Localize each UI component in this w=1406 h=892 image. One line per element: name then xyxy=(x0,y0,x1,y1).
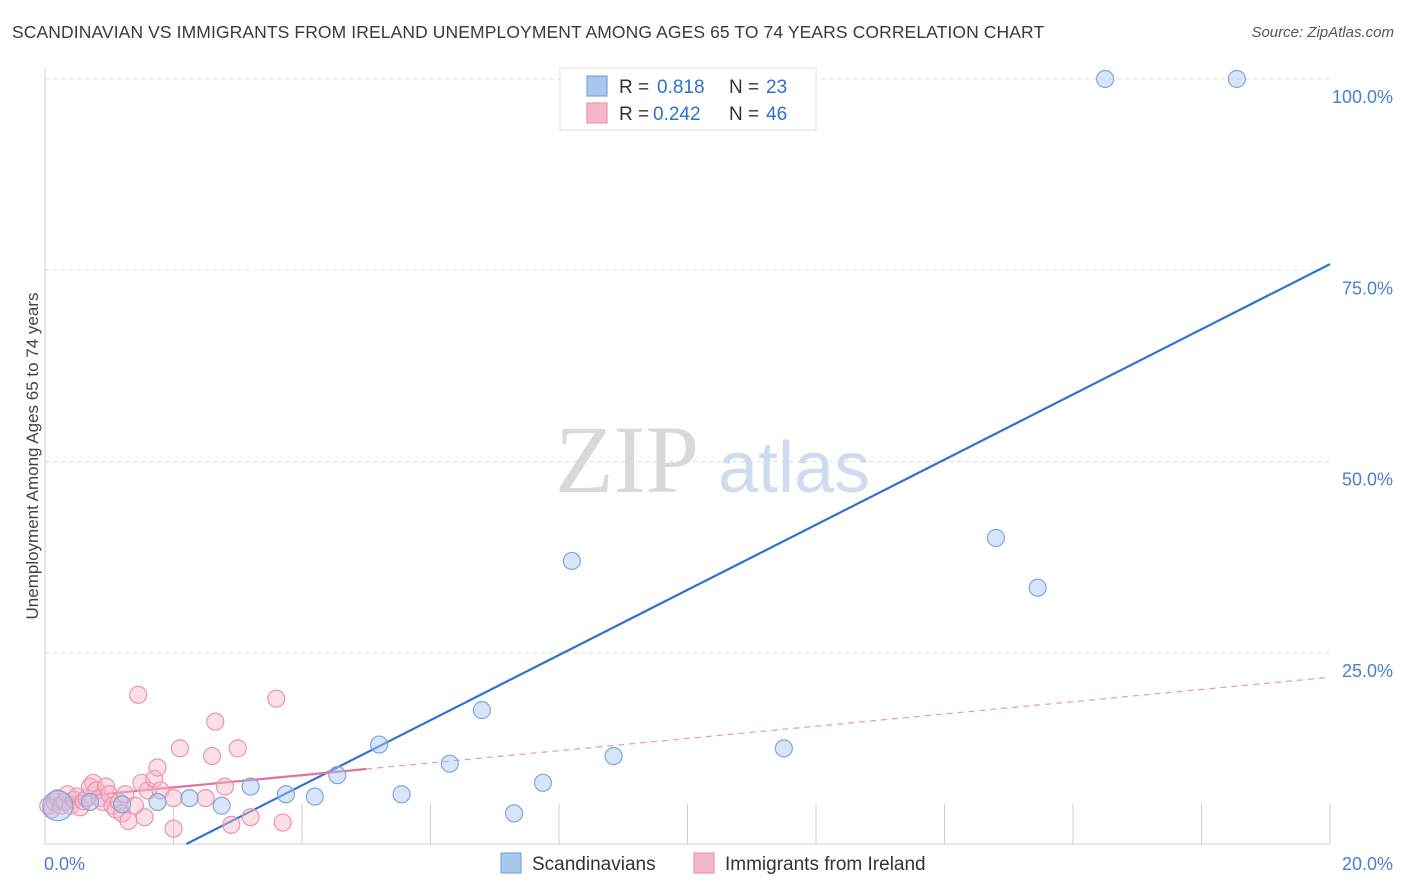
bottom-legend-swatch-ireland xyxy=(693,852,715,874)
ireland-point xyxy=(164,819,183,838)
scandinavian-point xyxy=(370,735,389,754)
ireland-point xyxy=(148,758,167,777)
scandinavian-point xyxy=(392,785,411,804)
scandinavian-point xyxy=(328,766,347,785)
x-tick-label-max: 20.0% xyxy=(1342,854,1393,874)
scandinavian-point xyxy=(774,739,793,758)
scandinavians-trend-line xyxy=(185,263,1331,845)
x-tick-label-min: 0.0% xyxy=(44,854,85,874)
bottom-legend-label-scandinavians: Scandinavians xyxy=(532,854,656,875)
legend-n-label-1: N = xyxy=(729,77,759,98)
scandinavian-point xyxy=(504,804,524,823)
y-tick-label-50: 50.0% xyxy=(1342,470,1393,490)
scandinavian-point xyxy=(42,790,74,822)
scandinavian-point xyxy=(1028,578,1047,597)
ireland-point xyxy=(222,815,241,834)
watermark-atlas: atlas xyxy=(718,428,870,508)
y-tick-label-75: 75.0% xyxy=(1342,278,1393,298)
bottom-legend-label-ireland: Immigrants from Ireland xyxy=(725,854,926,875)
scandinavian-point xyxy=(562,551,581,571)
ireland-trend-line-extension xyxy=(366,676,1331,770)
legend-swatch-ireland xyxy=(586,102,608,124)
ireland-point xyxy=(206,712,225,731)
scandinavian-point xyxy=(1227,69,1246,89)
tick-labels: 25.0% 50.0% 75.0% 100.0% 0.0% 20.0% xyxy=(44,87,1393,874)
scandinavian-point xyxy=(276,785,296,804)
ireland-point xyxy=(145,769,164,789)
ireland-point xyxy=(241,808,260,827)
scandinavian-point xyxy=(1096,69,1115,89)
scandinavian-point xyxy=(440,754,459,773)
axes xyxy=(44,68,1330,845)
scandinavian-point xyxy=(604,746,623,766)
chart-title: SCANDINAVIAN VS IMMIGRANTS FROM IRELAND … xyxy=(12,22,1045,42)
grid xyxy=(44,78,1331,844)
ireland-point xyxy=(202,746,222,766)
ireland-point xyxy=(170,739,190,758)
ireland-point xyxy=(196,788,215,808)
source-credit: Source: ZipAtlas.com xyxy=(1251,24,1394,41)
scandinavian-point xyxy=(148,792,167,812)
ireland-point xyxy=(164,788,183,808)
scandinavian-point xyxy=(212,796,231,815)
scandinavian-point xyxy=(472,701,491,720)
y-tick-label-100: 100.0% xyxy=(1332,87,1393,107)
y-tick-label-25: 25.0% xyxy=(1342,661,1393,681)
scandinavian-point xyxy=(533,773,553,792)
scandinavian-point xyxy=(112,795,132,814)
scandinavian-point xyxy=(305,787,324,806)
ireland-point xyxy=(135,808,154,827)
ireland-point xyxy=(100,785,119,804)
scandinavian-point xyxy=(241,777,260,796)
y-axis-label: Unemployment Among Ages 65 to 74 years xyxy=(23,293,42,620)
legend-r-value-2: 0.242 xyxy=(653,104,701,125)
ireland-point xyxy=(129,685,148,704)
legend-r-label-2: R = xyxy=(619,104,649,125)
scandinavian-point xyxy=(80,792,100,812)
legend-n-value-2: 46 xyxy=(766,104,787,125)
watermark: ZIP atlas xyxy=(555,406,870,513)
legend-r-value-1: 0.818 xyxy=(657,77,705,98)
ireland-point xyxy=(119,811,138,831)
ireland-point xyxy=(228,739,247,758)
legend-swatch-scandinavians xyxy=(586,75,608,97)
legend-n-label-2: N = xyxy=(729,104,759,125)
watermark-zip: ZIP xyxy=(555,406,699,513)
ireland-point xyxy=(267,689,286,708)
scandinavian-point xyxy=(180,788,199,808)
data-points xyxy=(39,69,1246,838)
ireland-point xyxy=(215,777,234,796)
bottom-legend: Scandinavians Immigrants from Ireland xyxy=(500,852,926,875)
legend: R = 0.818 N = 23 R = 0.242 N = 46 xyxy=(559,67,817,131)
ireland-point xyxy=(273,813,292,832)
scandinavian-point xyxy=(986,528,1006,548)
legend-n-value-1: 23 xyxy=(766,77,787,98)
legend-r-label-1: R = xyxy=(619,77,649,98)
bottom-legend-swatch-scandinavians xyxy=(500,852,522,874)
